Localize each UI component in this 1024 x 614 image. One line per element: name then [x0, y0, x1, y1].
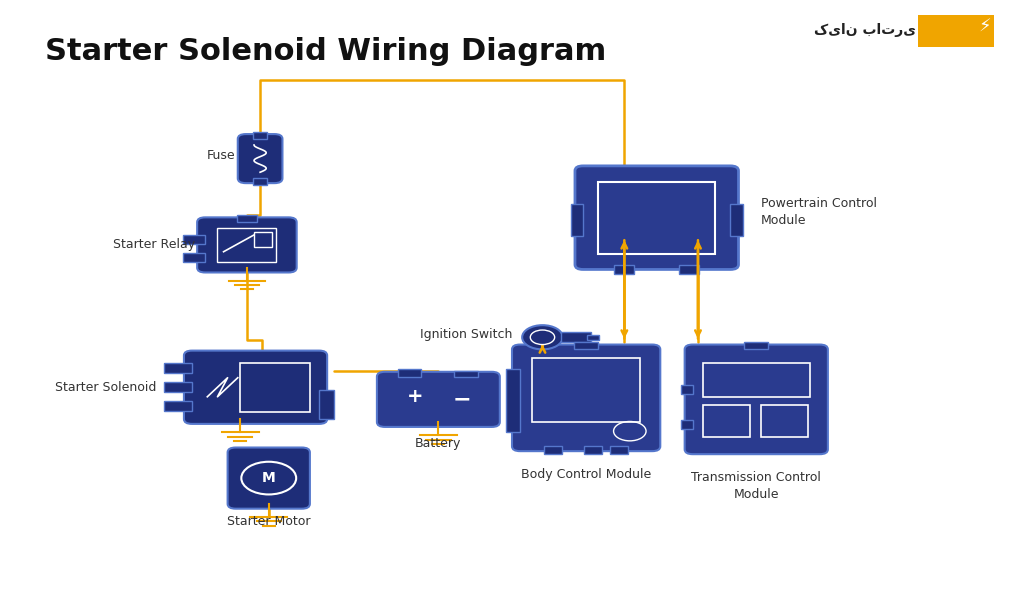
Bar — [544, 446, 562, 454]
Bar — [702, 405, 750, 437]
Bar — [702, 363, 810, 397]
Text: Starter Solenoid: Starter Solenoid — [55, 381, 157, 394]
Bar — [681, 384, 693, 394]
Bar — [587, 335, 599, 340]
Bar — [253, 178, 267, 185]
Bar — [574, 341, 598, 349]
FancyBboxPatch shape — [512, 344, 660, 451]
Text: Starter Solenoid Wiring Diagram: Starter Solenoid Wiring Diagram — [45, 37, 606, 66]
FancyBboxPatch shape — [227, 448, 310, 508]
FancyBboxPatch shape — [377, 372, 500, 427]
Bar — [164, 402, 193, 411]
Bar — [183, 254, 205, 262]
FancyBboxPatch shape — [184, 351, 327, 424]
Bar — [762, 405, 808, 437]
Text: Ignition Switch: Ignition Switch — [420, 328, 512, 341]
Text: M: M — [262, 471, 275, 485]
Text: Transmission Control
Module: Transmission Control Module — [691, 470, 821, 500]
Bar — [398, 369, 421, 376]
Bar — [241, 363, 310, 412]
Bar — [506, 369, 520, 432]
Bar — [610, 446, 629, 454]
Bar — [455, 371, 478, 376]
Bar — [919, 15, 994, 47]
Bar — [730, 204, 742, 236]
FancyBboxPatch shape — [198, 217, 297, 273]
Text: Battery: Battery — [415, 437, 462, 450]
Bar — [681, 419, 693, 429]
Bar — [679, 265, 699, 274]
Text: −: − — [453, 389, 471, 410]
Text: Powertrain Control
Module: Powertrain Control Module — [761, 196, 877, 227]
Bar — [183, 235, 205, 244]
Text: Starter Relay: Starter Relay — [113, 238, 196, 251]
Bar — [571, 204, 583, 236]
Bar — [584, 446, 602, 454]
Bar — [164, 363, 193, 373]
Bar — [254, 232, 272, 247]
Text: کیان باتری: کیان باتری — [814, 23, 916, 37]
Bar — [253, 132, 267, 139]
Bar — [744, 341, 768, 349]
Bar — [319, 391, 334, 419]
FancyBboxPatch shape — [685, 344, 827, 454]
Text: Starter Motor: Starter Motor — [227, 515, 310, 528]
FancyBboxPatch shape — [238, 134, 283, 183]
Bar — [237, 215, 257, 222]
Bar — [532, 359, 640, 422]
Bar — [614, 265, 635, 274]
Circle shape — [522, 325, 563, 349]
Bar — [164, 383, 193, 392]
Text: ⚡: ⚡ — [979, 18, 991, 36]
Bar — [561, 332, 591, 342]
Bar — [598, 182, 715, 254]
Text: +: + — [407, 387, 423, 406]
Text: Body Control Module: Body Control Module — [521, 467, 651, 481]
FancyBboxPatch shape — [574, 166, 738, 270]
Text: Fuse: Fuse — [207, 149, 236, 162]
Bar — [217, 228, 276, 262]
